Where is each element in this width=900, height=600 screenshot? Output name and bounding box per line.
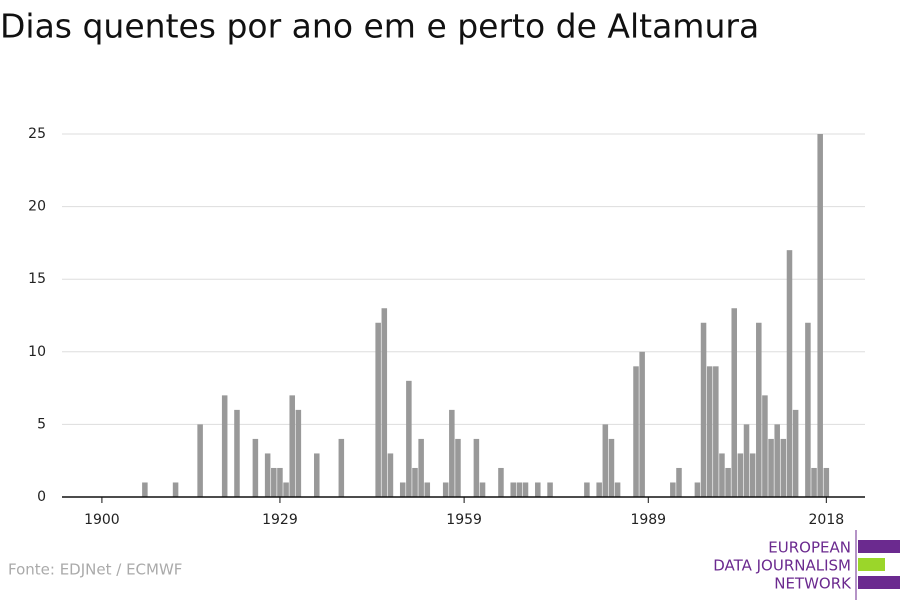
bar: [449, 409, 455, 497]
x-tick-label: 1989: [630, 512, 666, 528]
bar: [768, 438, 774, 497]
bar: [792, 409, 799, 497]
bar: [731, 308, 737, 497]
y-tick-label: 15: [28, 271, 46, 287]
y-tick-label: 0: [37, 489, 46, 505]
bar: [737, 453, 744, 497]
bar: [694, 482, 701, 497]
bar: [516, 482, 523, 497]
bar: [412, 467, 418, 497]
bar: [381, 308, 388, 497]
bar: [418, 438, 424, 497]
bar: [424, 482, 431, 497]
bar: [743, 424, 750, 497]
bar: [277, 467, 283, 497]
bar: [479, 482, 486, 497]
bar: [510, 482, 516, 497]
bar: [271, 467, 277, 497]
bar: [676, 467, 682, 497]
y-tick-label: 25: [28, 126, 46, 142]
bar: [455, 438, 461, 497]
bar: [197, 424, 203, 497]
x-tick-label: 1900: [84, 512, 120, 528]
bar: [633, 366, 639, 497]
bar: [805, 322, 811, 497]
bar: [498, 467, 504, 497]
bar: [823, 467, 830, 497]
bar: [375, 322, 381, 497]
bar: [142, 482, 148, 497]
bar: [749, 453, 756, 497]
bar: [786, 250, 793, 497]
bar: [442, 482, 449, 497]
y-tick-label: 5: [37, 416, 46, 432]
bar: [234, 409, 240, 497]
x-tick-label: 1929: [262, 512, 298, 528]
bar: [780, 438, 787, 497]
bar: [670, 482, 676, 497]
source: Fonte: EDJNet / ECMWF: [8, 561, 182, 579]
bar: [252, 438, 259, 497]
bar: [314, 453, 320, 497]
bar: [700, 322, 707, 497]
bar: [762, 395, 768, 497]
bar: [719, 453, 725, 497]
x-tick-label: 1959: [446, 512, 482, 528]
bar: [338, 438, 345, 497]
bar: [535, 482, 541, 497]
logo-text: EUROPEAN: [768, 539, 851, 557]
bar: [473, 438, 480, 497]
logo-text: DATA JOURNALISM: [713, 557, 851, 575]
logo-bar: [858, 558, 885, 571]
bar: [756, 322, 762, 497]
logo-bar: [858, 576, 900, 589]
bar: [639, 351, 645, 497]
bar: [522, 482, 529, 497]
bar: [172, 482, 179, 497]
bar: [584, 482, 590, 497]
bar: [713, 366, 719, 497]
bar: [817, 134, 823, 497]
y-tick-label: 10: [28, 344, 46, 360]
bar: [295, 409, 302, 497]
bar: [725, 467, 731, 497]
x-tick-label: 2018: [809, 512, 845, 528]
bar: [706, 366, 713, 497]
bar: [608, 438, 615, 497]
bar: [547, 482, 553, 497]
bar: [399, 482, 406, 497]
bar: [406, 380, 412, 497]
bar: [283, 482, 289, 497]
logo-bar: [858, 540, 900, 553]
y-tick-label: 20: [28, 199, 46, 215]
chart-title: Dias quentes por ano em e perto de Altam…: [0, 7, 759, 46]
bar: [289, 395, 295, 497]
bar: [264, 453, 271, 497]
logo-text: NETWORK: [774, 575, 852, 593]
bar: [811, 467, 817, 497]
bar: [221, 395, 228, 497]
bar: [387, 453, 394, 497]
bar: [614, 482, 621, 497]
bar: [596, 482, 602, 497]
bar: [774, 424, 780, 497]
bar: [602, 424, 609, 497]
